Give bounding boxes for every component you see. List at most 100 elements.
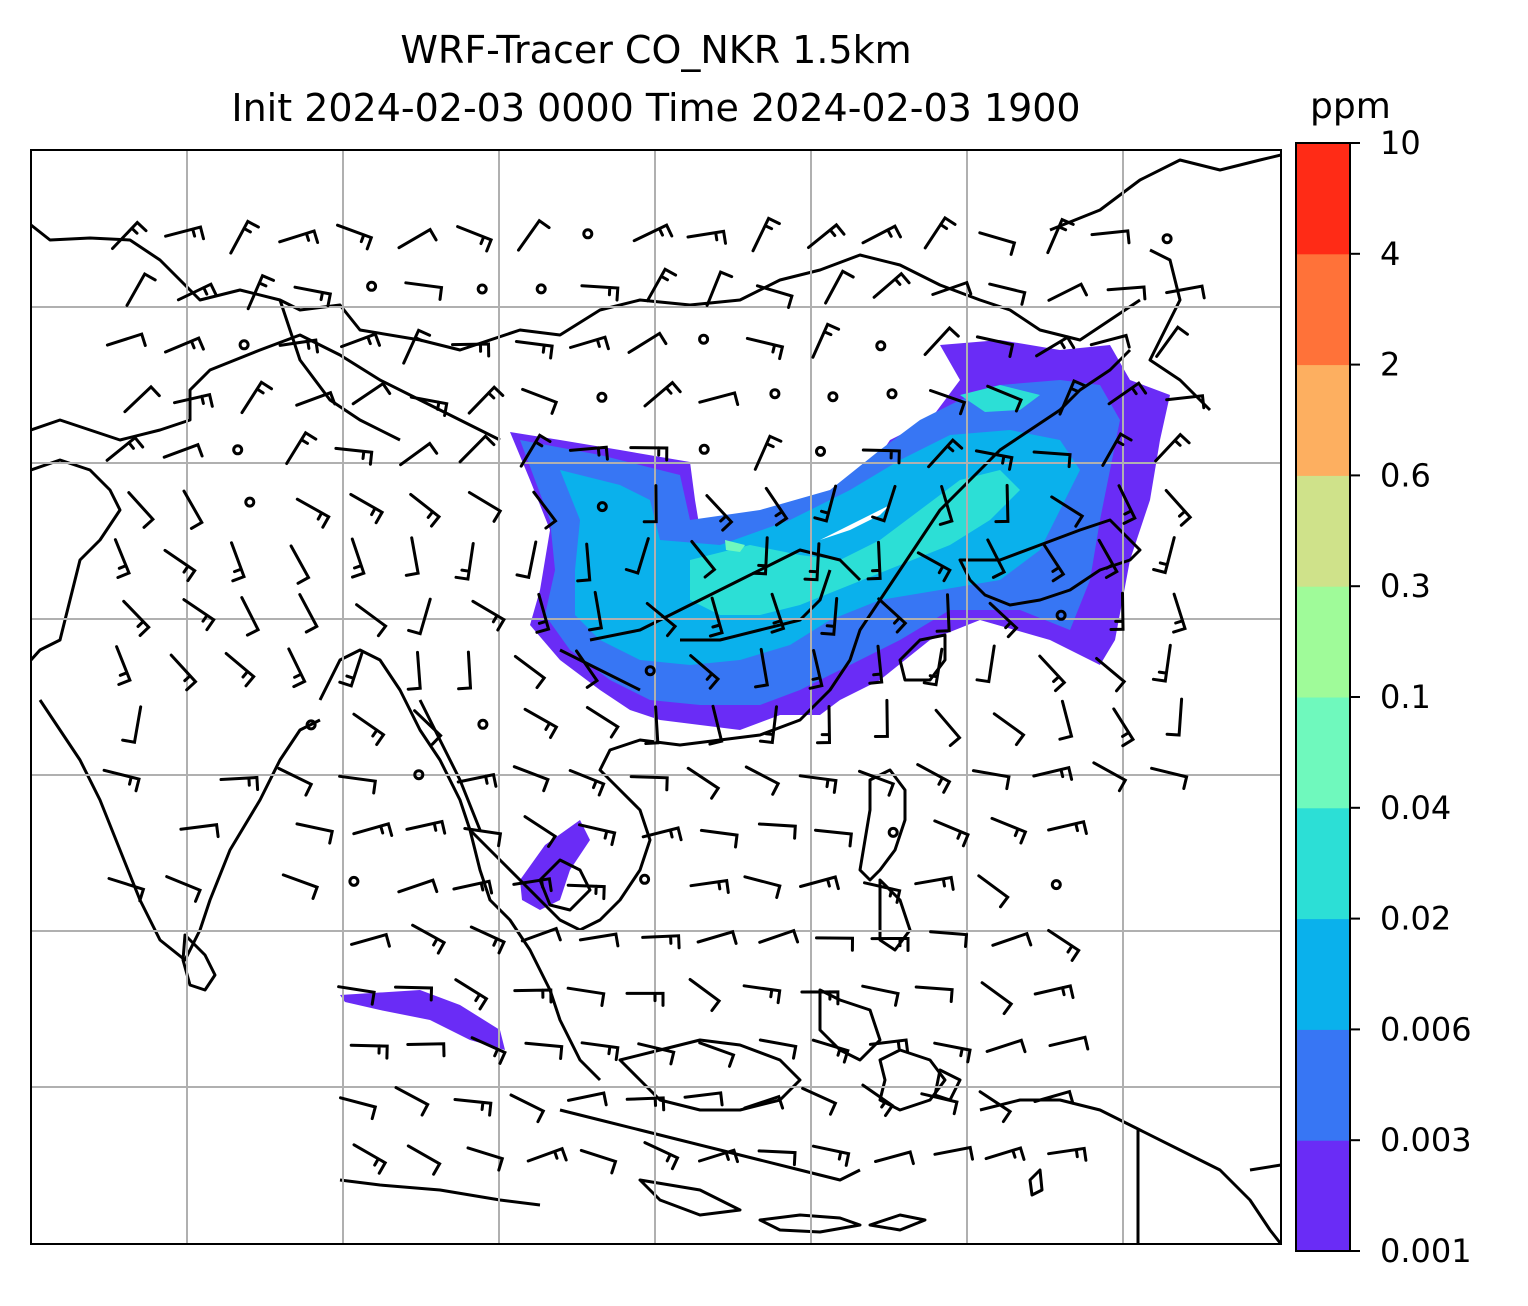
wind-barb bbox=[1109, 591, 1125, 631]
wind-barb bbox=[164, 225, 205, 241]
wind-barb bbox=[585, 706, 620, 739]
wind-barb bbox=[1154, 432, 1191, 463]
wind-barb bbox=[355, 603, 388, 638]
calm-wind-circle bbox=[348, 875, 360, 887]
wind-barb bbox=[580, 1041, 620, 1062]
wind-barb bbox=[986, 384, 1023, 413]
wind-barb bbox=[641, 826, 683, 842]
wind-barb bbox=[698, 1148, 739, 1164]
calm-wind-circle bbox=[596, 391, 608, 403]
colorbar-band-0 bbox=[1296, 1140, 1350, 1252]
wind-barb bbox=[182, 489, 204, 530]
wind-barb bbox=[992, 712, 1026, 747]
wind-barb bbox=[454, 542, 475, 581]
wind-barb bbox=[535, 592, 551, 634]
wind-barb bbox=[351, 381, 392, 406]
wind-barb bbox=[578, 932, 620, 948]
wind-barb bbox=[803, 542, 821, 582]
wind-barb bbox=[173, 392, 214, 408]
wind-barb bbox=[451, 342, 491, 358]
wind-barb bbox=[578, 823, 617, 847]
wind-barb bbox=[861, 984, 900, 1007]
wind-barb bbox=[929, 389, 967, 416]
wind-barb bbox=[463, 827, 503, 848]
wind-barb bbox=[625, 991, 665, 1007]
calm-wind-circle bbox=[887, 826, 899, 838]
wind-barb bbox=[1112, 707, 1136, 748]
calm-wind-circle bbox=[244, 496, 256, 508]
wind-barb bbox=[566, 883, 606, 901]
wind-barb bbox=[295, 390, 337, 407]
wind-barb bbox=[404, 536, 420, 577]
colorbar-unit-label: ppm bbox=[1310, 86, 1391, 127]
wind-barb bbox=[569, 335, 610, 351]
wind-barb bbox=[523, 707, 559, 739]
wind-barb bbox=[350, 537, 366, 579]
wind-barb bbox=[923, 325, 960, 356]
colorbar-tick-label: 0.02 bbox=[1380, 900, 1451, 938]
wind-barb bbox=[632, 223, 674, 243]
wind-barb bbox=[397, 878, 439, 894]
wind-barb bbox=[815, 936, 855, 952]
calm-wind-circle bbox=[535, 283, 547, 295]
wind-barb bbox=[986, 538, 1007, 579]
wind-barb bbox=[1058, 699, 1074, 741]
calm-wind-circle bbox=[413, 769, 425, 781]
wind-barb bbox=[645, 602, 678, 638]
wind-barb bbox=[404, 281, 444, 301]
wind-barb bbox=[289, 544, 311, 585]
wind-barb bbox=[575, 649, 600, 689]
wind-barb bbox=[990, 816, 1028, 845]
calm-wind-circle bbox=[639, 873, 651, 885]
wind-barb bbox=[643, 1141, 680, 1171]
calm-wind-circle bbox=[238, 339, 250, 351]
wind-barb bbox=[338, 774, 377, 795]
calm-wind-circle bbox=[815, 445, 826, 457]
wind-barb bbox=[179, 823, 220, 839]
colorbar-tick-label: 4 bbox=[1380, 235, 1400, 273]
wind-barb bbox=[406, 650, 422, 691]
wind-barb bbox=[798, 774, 838, 794]
wind-barb bbox=[219, 775, 260, 791]
wind-barb bbox=[281, 873, 320, 900]
wind-barb bbox=[916, 551, 952, 583]
wind-barb bbox=[744, 765, 781, 796]
calm-wind-circle bbox=[1055, 609, 1067, 621]
calm-wind-circle bbox=[886, 388, 898, 400]
wind-barb bbox=[413, 709, 443, 746]
wind-barb bbox=[708, 596, 724, 638]
calm-wind-circle bbox=[875, 340, 887, 352]
wind-barb bbox=[1038, 654, 1067, 693]
wind-barb bbox=[163, 548, 197, 583]
wind-barb bbox=[466, 1146, 505, 1172]
wind-barb bbox=[457, 650, 473, 691]
wind-barb bbox=[914, 985, 954, 1003]
wind-barb bbox=[643, 380, 682, 408]
calm-wind-circle bbox=[596, 501, 608, 513]
colorbar-ticks: 0.001 0.003 0.006 0.02 0.04 0.1 0.3 0.6 2 4 10 bbox=[1350, 124, 1472, 1270]
wind-barb bbox=[339, 1096, 378, 1121]
wind-barb bbox=[165, 875, 202, 903]
wind-barb bbox=[125, 271, 157, 307]
wind-barb bbox=[568, 445, 609, 461]
wind-barb bbox=[971, 769, 1011, 791]
map-title-line-1: WRF-Tracer CO_NKR 1.5km bbox=[400, 28, 912, 72]
wind-barb bbox=[935, 593, 951, 633]
wind-barb bbox=[513, 654, 547, 690]
wind-barbs bbox=[102, 215, 1206, 1176]
wind-barb bbox=[352, 822, 394, 837]
wind-barb bbox=[1042, 542, 1066, 583]
wind-barb bbox=[916, 763, 952, 794]
wind-barb bbox=[811, 322, 841, 359]
calm-wind-circle bbox=[827, 391, 839, 403]
wind-barb bbox=[705, 270, 734, 307]
wind-barb bbox=[1033, 984, 1075, 1000]
wind-barb bbox=[467, 385, 505, 415]
calm-wind-circle bbox=[305, 719, 317, 731]
wind-barb bbox=[1095, 657, 1127, 693]
wind-barb bbox=[182, 598, 216, 632]
wind-barb bbox=[683, 1091, 724, 1107]
colorbar-tick-label: 0.003 bbox=[1380, 1121, 1472, 1159]
colorbar-bands bbox=[1296, 143, 1350, 1252]
wind-barb bbox=[350, 932, 391, 948]
